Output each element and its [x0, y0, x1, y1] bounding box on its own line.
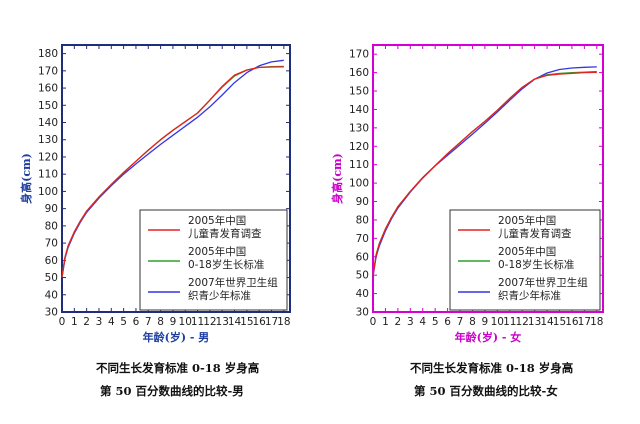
y-tick-label: 80 [356, 214, 369, 226]
y-tick-label: 80 [45, 220, 58, 232]
legend: 2005年中国儿童青发育调查2005年中国0-18岁生长标准2007年世界卫生组… [139, 209, 288, 311]
y-tick-label: 100 [349, 178, 369, 190]
y-tick-label: 150 [349, 86, 369, 98]
legend-label-2: 2007年世界卫生组 [188, 276, 278, 289]
x-tick-label: 13 [528, 316, 541, 328]
y-tick-label: 180 [38, 48, 58, 60]
y-tick-label: 90 [45, 203, 58, 215]
x-tick-label: 14 [228, 316, 242, 328]
x-tick-label: 18 [277, 316, 290, 328]
y-tick-label: 90 [356, 196, 369, 208]
y-tick-label: 150 [38, 100, 58, 112]
y-tick-label: 170 [349, 49, 369, 61]
x-tick-label: 9 [170, 316, 177, 328]
y-tick-label: 30 [45, 307, 58, 319]
y-tick-label: 160 [38, 83, 58, 95]
x-tick-label: 10 [179, 316, 192, 328]
x-tick-label: 6 [444, 316, 451, 328]
legend-label-0: 2005年中国 [498, 214, 556, 227]
y-tick-label: 120 [38, 151, 58, 163]
legend-label-0: 儿童青发育调查 [188, 227, 262, 240]
legend-label-1: 2005年中国 [188, 245, 246, 258]
legend-label-2: 2007年世界卫生组 [498, 276, 588, 289]
x-tick-label: 17 [265, 316, 278, 328]
legend-label-2: 织青少年标准 [498, 289, 561, 302]
legend-box [139, 209, 288, 311]
x-tick-label: 18 [590, 316, 603, 328]
x-tick-label: 2 [83, 316, 90, 328]
x-tick-label: 12 [516, 316, 529, 328]
x-tick-label: 11 [503, 316, 516, 328]
series-line-0 [61, 66, 284, 277]
y-tick-label: 40 [45, 289, 58, 301]
x-tick-label: 13 [216, 316, 229, 328]
caption-subtitle-female: 第 50 百分数曲线的比较-女 [414, 384, 558, 398]
y-tick-label: 70 [356, 233, 369, 245]
x-tick-label: 3 [96, 316, 103, 328]
y-tick-label: 110 [38, 169, 58, 181]
y-tick-label: 70 [45, 238, 58, 250]
y-tick-label: 140 [38, 117, 58, 129]
x-tick-label: 4 [419, 316, 426, 328]
x-tick-label: 5 [120, 316, 127, 328]
y-tick-label: 50 [45, 272, 58, 284]
y-tick-label: 160 [349, 67, 369, 79]
y-tick-label: 100 [38, 186, 58, 198]
x-tick-label: 3 [407, 316, 414, 328]
x-tick-label: 7 [145, 316, 152, 328]
legend-label-1: 2005年中国 [498, 245, 556, 258]
x-axis-label: 年龄(岁) - 女 [455, 330, 522, 344]
y-axis-label: 身高(cm) [19, 153, 33, 204]
caption-subtitle-male: 第 50 百分数曲线的比较-男 [100, 384, 244, 398]
y-tick-label: 50 [356, 270, 369, 282]
series-line-2 [372, 66, 597, 277]
x-tick-label: 14 [540, 316, 554, 328]
legend-label-0: 儿童青发育调查 [498, 227, 572, 240]
x-tick-label: 15 [553, 316, 566, 328]
x-tick-label: 11 [191, 316, 204, 328]
y-axis-label: 身高(cm) [330, 153, 344, 204]
y-tick-label: 40 [356, 288, 369, 300]
x-tick-label: 17 [578, 316, 591, 328]
legend-label-0: 2005年中国 [188, 214, 246, 227]
y-tick-label: 60 [356, 251, 369, 263]
x-tick-label: 0 [59, 316, 66, 328]
x-tick-label: 7 [457, 316, 464, 328]
y-tick-label: 140 [349, 104, 369, 116]
caption-title-female: 不同生长发育标准 0-18 岁身高 [410, 361, 574, 375]
legend-label-1: 0-18岁生长标准 [498, 258, 574, 271]
x-tick-label: 8 [157, 316, 164, 328]
x-tick-label: 1 [382, 316, 389, 328]
y-tick-label: 130 [349, 122, 369, 134]
x-tick-label: 5 [432, 316, 439, 328]
caption-title-male: 不同生长发育标准 0-18 岁身高 [96, 361, 260, 375]
y-tick-label: 30 [356, 307, 369, 319]
x-tick-label: 4 [108, 316, 115, 328]
y-tick-label: 120 [349, 141, 369, 153]
x-tick-label: 1 [71, 316, 78, 328]
y-tick-label: 60 [45, 255, 58, 267]
chart-male: 3040506070809010011012013014015016017018… [19, 44, 291, 344]
legend: 2005年中国儿童青发育调查2005年中国0-18岁生长标准2007年世界卫生组… [449, 209, 601, 311]
y-tick-label: 110 [349, 159, 369, 171]
x-tick-label: 10 [491, 316, 504, 328]
x-tick-label: 16 [565, 316, 579, 328]
y-tick-label: 170 [38, 65, 58, 77]
x-tick-label: 12 [203, 316, 216, 328]
x-tick-label: 0 [370, 316, 377, 328]
legend-box [449, 209, 601, 311]
series-line-0 [372, 71, 597, 276]
x-tick-label: 16 [253, 316, 267, 328]
x-tick-label: 9 [482, 316, 489, 328]
y-tick-label: 130 [38, 134, 58, 146]
x-tick-label: 8 [469, 316, 476, 328]
x-tick-label: 6 [133, 316, 140, 328]
x-axis-label: 年龄(岁) - 男 [143, 330, 210, 344]
x-tick-label: 2 [395, 316, 402, 328]
x-tick-label: 15 [240, 316, 253, 328]
legend-label-2: 织青少年标准 [188, 289, 251, 302]
legend-label-1: 0-18岁生长标准 [188, 258, 264, 271]
